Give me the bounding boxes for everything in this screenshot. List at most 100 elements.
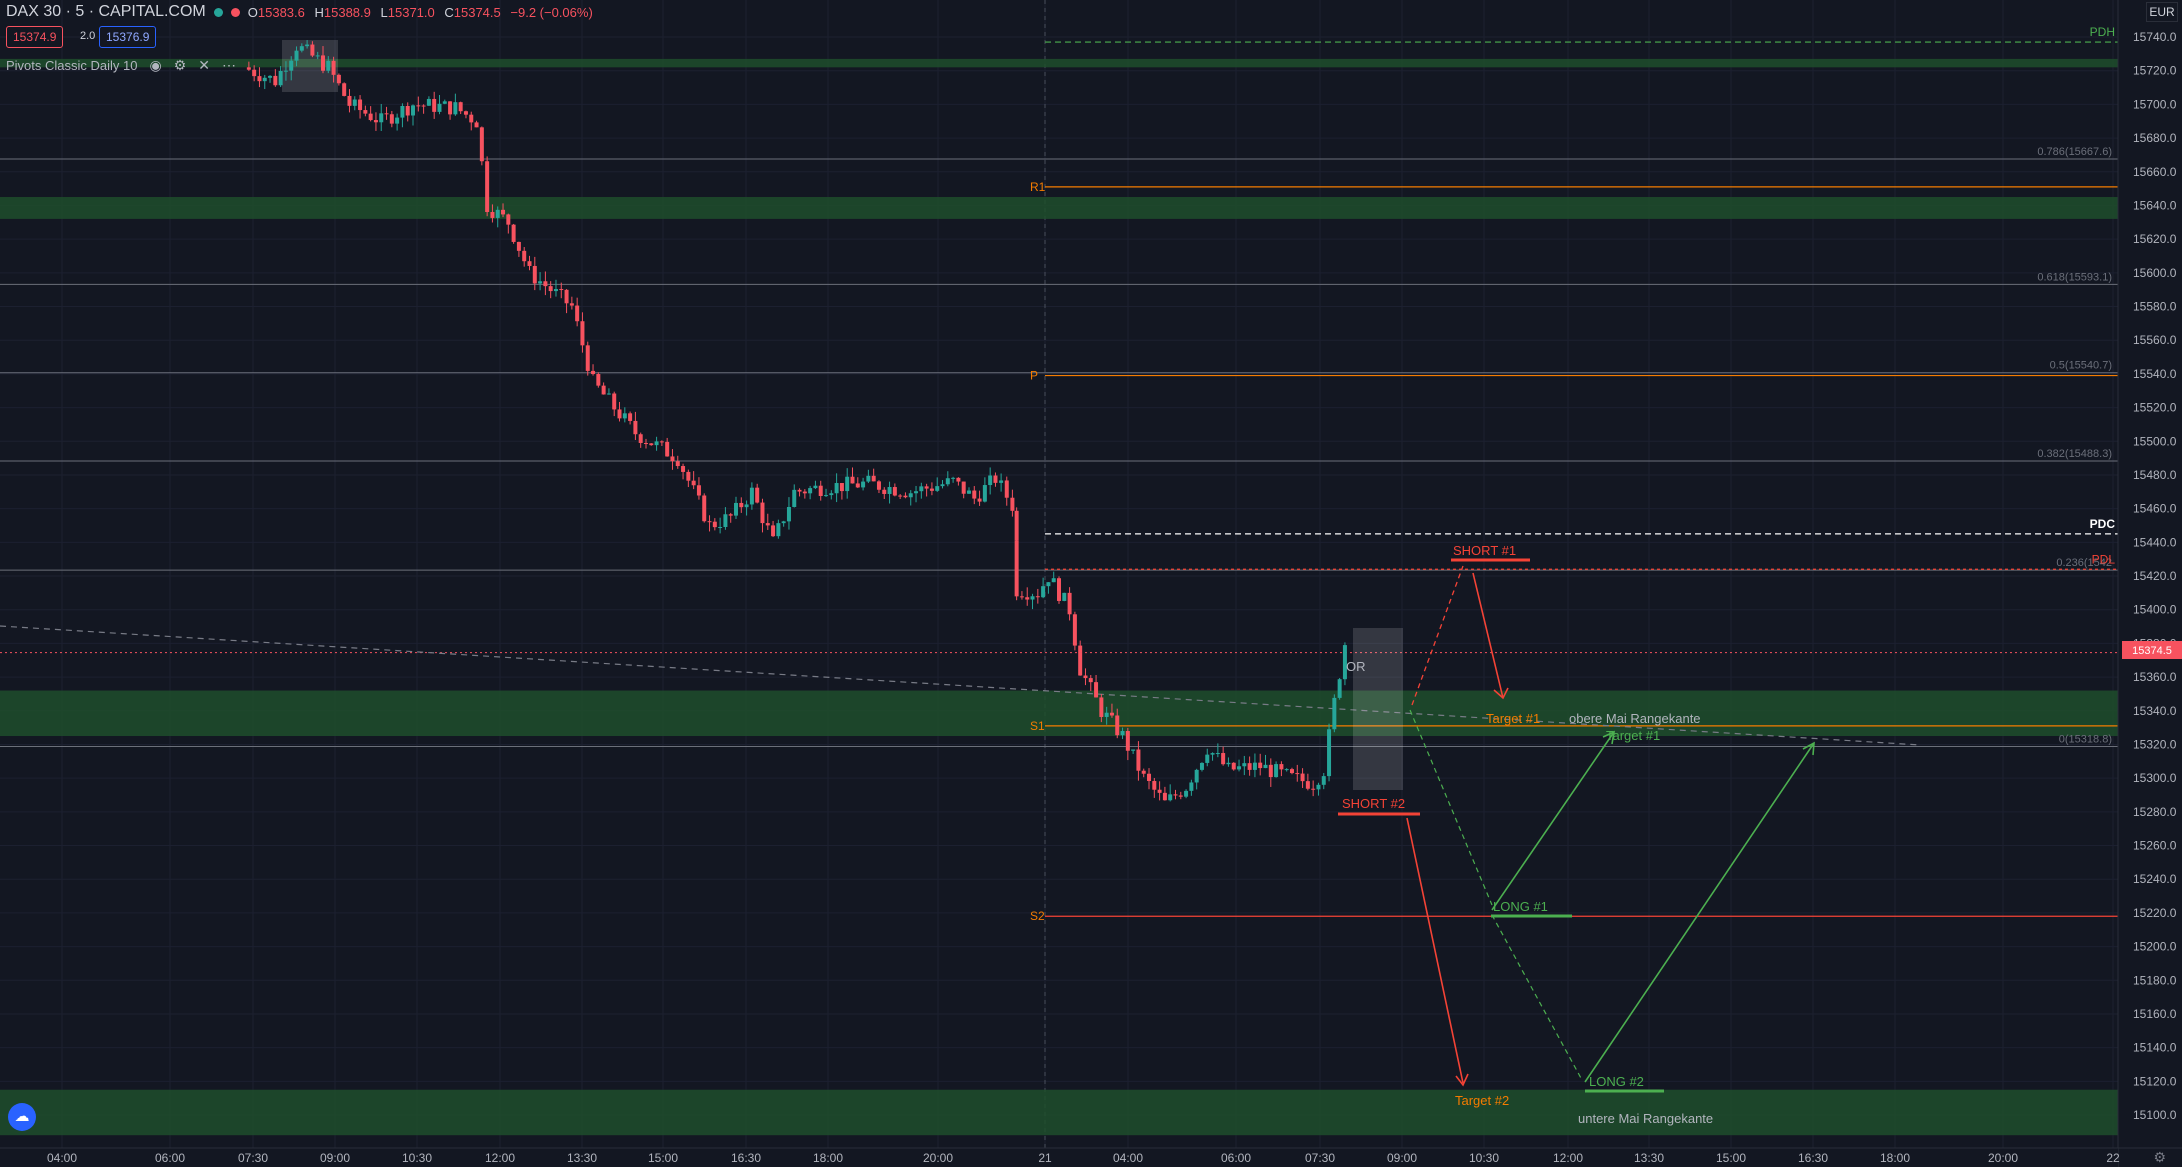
candle-body — [532, 265, 537, 284]
pivot-lines: PDH R1 P PDC PDL S1 S2 — [0, 25, 2118, 923]
candle-body — [1041, 586, 1046, 598]
close-icon[interactable]: ✕ — [198, 56, 211, 73]
indicator-name[interactable]: Pivots Classic Daily 10 — [6, 57, 138, 73]
price-tick-label: 15120.0 — [2133, 1074, 2177, 1088]
candle-body — [553, 289, 558, 292]
candle-body — [1162, 792, 1167, 801]
candle-body — [1004, 480, 1009, 498]
candle-body — [543, 281, 548, 287]
candle-body — [1067, 592, 1072, 615]
price-tick-label: 15320.0 — [2133, 737, 2177, 751]
candle-body — [384, 113, 389, 115]
gear-icon[interactable]: ⚙ — [173, 56, 187, 73]
candle-body — [1078, 645, 1083, 676]
candle-body — [299, 46, 304, 51]
candle-body — [834, 483, 839, 494]
time-tick-label: 20:00 — [1988, 1151, 2018, 1165]
candle-body — [336, 74, 341, 84]
candle-body — [712, 521, 717, 528]
candle-body — [421, 105, 426, 107]
candle-body — [342, 83, 347, 96]
time-tick-label: 09:00 — [320, 1151, 350, 1165]
price-tick-label: 15720.0 — [2133, 64, 2177, 78]
candle-body — [426, 98, 431, 106]
candle-body — [1221, 753, 1226, 765]
time-tick-label: 10:30 — [1469, 1151, 1499, 1165]
candle-body — [363, 110, 368, 114]
candle-body — [707, 521, 712, 523]
settings-icon[interactable]: ⚙ — [2153, 1149, 2166, 1165]
level-label-s2: S2 — [1030, 909, 1045, 923]
cloud-icon[interactable]: ☁ — [8, 1103, 36, 1131]
fib-label: 0.5(15540.7) — [2050, 360, 2112, 372]
price-tick-label: 15460.0 — [2133, 502, 2177, 516]
price-axis[interactable]: 15740.0 15720.0 15700.0 15680.0 15660.0 15640… — [2117, 0, 2182, 1167]
candle-body — [781, 521, 786, 524]
price-axis-bg — [2118, 0, 2182, 1167]
level-label-pdh: PDH — [2090, 25, 2115, 39]
candle-body — [1327, 729, 1332, 777]
candle-body — [379, 113, 384, 123]
candle-body — [1088, 678, 1093, 683]
candle-body — [305, 44, 310, 47]
label-long2: LONG #2 — [1589, 1074, 1644, 1089]
candle-body — [1231, 762, 1236, 770]
eye-icon[interactable]: ◉ — [149, 56, 162, 73]
symbol-title[interactable]: DAX 30 · 5 · CAPITAL.COM — [6, 3, 206, 20]
candle-body — [929, 488, 934, 491]
more-icon[interactable]: ⋯ — [222, 56, 237, 73]
time-tick-label: 06:00 — [155, 1151, 185, 1165]
candle-body — [654, 441, 659, 446]
candle-body — [463, 111, 468, 115]
time-axis[interactable]: 04:00 06:00 07:30 09:00 10:30 12:00 13:30 15:00… — [0, 1147, 2182, 1167]
price-tick-label: 15180.0 — [2133, 973, 2177, 987]
price-tick-label: 15560.0 — [2133, 333, 2177, 347]
buy-button[interactable]: 15376.9 — [99, 26, 157, 48]
range-zone — [0, 58, 2118, 68]
candle-body — [1072, 614, 1077, 646]
candle-body — [358, 99, 363, 111]
candle-body — [1300, 773, 1305, 782]
label-or: OR — [1346, 659, 1366, 674]
candle-body — [956, 477, 961, 482]
candle-body — [914, 491, 919, 494]
candle-body — [469, 114, 474, 123]
candle-body — [945, 478, 950, 485]
candle-body — [1263, 764, 1268, 769]
candle-body — [982, 485, 987, 502]
price-tick-label: 15400.0 — [2133, 603, 2177, 617]
candle-body — [416, 105, 421, 107]
sell-button[interactable]: 15374.9 — [6, 26, 64, 48]
price-tick-label: 15160.0 — [2133, 1007, 2177, 1021]
candle-body — [448, 101, 453, 115]
candle-body — [331, 60, 336, 75]
spread-value: 2.0 — [80, 30, 96, 42]
candle-body — [808, 488, 813, 494]
candle-body — [951, 477, 956, 479]
candle-body — [1178, 795, 1183, 797]
time-tick-label: 13:30 — [1634, 1151, 1664, 1165]
close-value: 15374.5 — [453, 4, 501, 20]
candle-body — [638, 434, 643, 443]
price-tick-label: 15680.0 — [2133, 131, 2177, 145]
time-axis-bg — [0, 1148, 2118, 1167]
candle-body — [845, 476, 850, 492]
price-tick-label: 15240.0 — [2133, 872, 2177, 886]
candle-body — [1321, 776, 1326, 785]
label-target2: Target #2 — [1455, 1093, 1509, 1108]
candle-body — [760, 502, 765, 524]
candle-body — [591, 370, 596, 375]
candle-body — [935, 486, 940, 491]
candle-body — [633, 420, 638, 435]
trade-plan — [1338, 558, 1815, 1093]
currency-label[interactable]: EUR — [2146, 2, 2178, 22]
candle-body — [437, 103, 442, 112]
candle-body — [485, 161, 490, 213]
candle-body — [538, 281, 543, 284]
label-short1: SHORT #1 — [1453, 543, 1516, 558]
candle-body — [596, 374, 601, 386]
candle-body — [1010, 497, 1015, 511]
l-label: L — [380, 4, 388, 20]
